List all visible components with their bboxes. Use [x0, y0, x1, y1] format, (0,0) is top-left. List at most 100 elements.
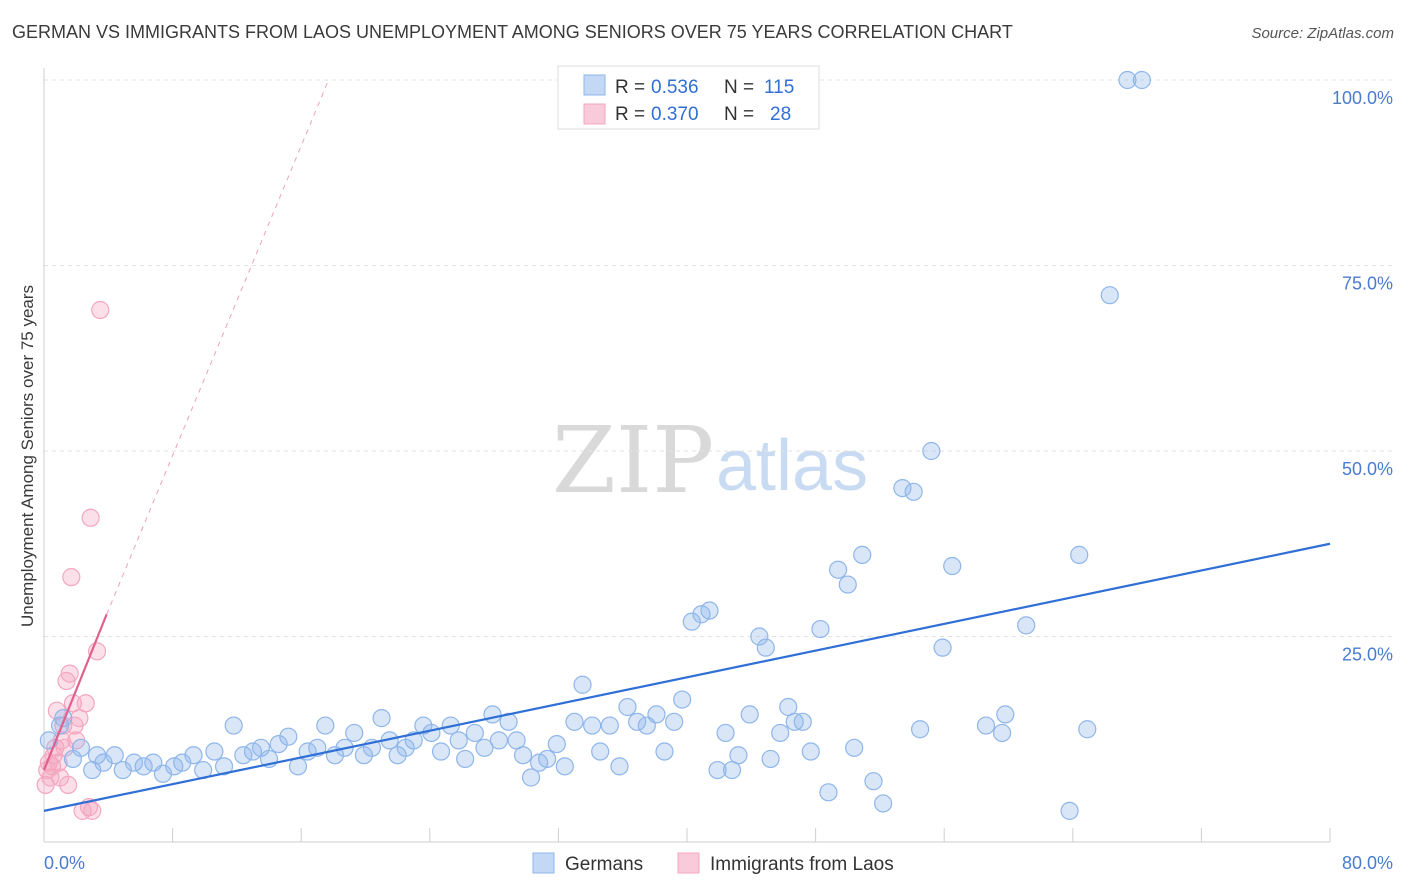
german-point-7	[94, 753, 113, 772]
y-tick-label-0: 25.0%	[1342, 645, 1393, 665]
german-point-86	[793, 712, 812, 731]
german-point-98	[910, 720, 930, 739]
german-point-82	[761, 749, 780, 769]
german-point-78	[729, 746, 748, 765]
german-point-50	[489, 731, 509, 750]
german-point-101	[943, 556, 962, 576]
german-point-104	[996, 705, 1015, 724]
german-point-15	[173, 753, 192, 772]
legend-r-germans: 0.536	[651, 77, 699, 98]
german-point-18	[205, 742, 224, 761]
german-point-40	[404, 731, 423, 750]
legend-r-laos: 0.370	[651, 104, 699, 125]
german-point-111	[1132, 70, 1152, 90]
german-point-87	[801, 742, 820, 761]
german-point-79	[740, 705, 759, 724]
chart-source: Source: ZipAtlas.com	[1251, 25, 1394, 42]
german-point-59	[565, 712, 584, 731]
y-axis-label: Unemployment Among Seniors over 75 years	[18, 285, 37, 627]
legend-swatch-germans	[583, 74, 606, 96]
german-point-88	[811, 619, 830, 639]
bottom-legend-swatch-germans	[532, 852, 555, 874]
bottom-legend-germans: Germans	[565, 854, 643, 875]
german-point-81	[756, 638, 775, 657]
german-point-74	[700, 601, 719, 620]
german-point-102	[976, 716, 996, 735]
german-point-19	[214, 757, 234, 776]
german-point-91	[838, 575, 857, 594]
legend-n-laos: 28	[770, 104, 791, 125]
y-tick-label-2: 75.0%	[1342, 274, 1393, 294]
german-point-48	[475, 738, 494, 757]
german-point-20	[224, 716, 243, 735]
legend-swatch-laos	[583, 103, 606, 125]
german-point-94	[864, 772, 883, 791]
german-point-90	[829, 560, 848, 579]
german-point-21	[234, 746, 253, 765]
german-point-9	[113, 760, 132, 780]
german-point-45	[449, 731, 468, 750]
german-point-109	[1100, 286, 1119, 305]
watermark-atlas: atlas	[716, 426, 868, 506]
german-point-63	[600, 716, 619, 735]
german-point-89	[819, 783, 838, 802]
trend-lines	[42, 79, 1331, 812]
german-point-29	[308, 738, 327, 757]
german-point-56	[538, 749, 557, 769]
german-point-36	[372, 709, 391, 728]
german-point-100	[933, 638, 952, 657]
axes	[43, 68, 1331, 843]
stats-legend: R = 0.536 N = 115 R = 0.370 N = 28	[557, 65, 820, 130]
laos-trend-line	[42, 613, 108, 771]
german-point-68	[647, 705, 666, 724]
german-point-76	[716, 723, 735, 743]
legend-n-germans: 115	[764, 77, 794, 98]
german-point-58	[555, 757, 574, 776]
german-point-47	[465, 723, 484, 743]
german-point-99	[922, 441, 941, 461]
german-point-83	[771, 723, 790, 743]
german-point-16	[184, 746, 203, 765]
x-tick-max: 80.0%	[1342, 853, 1393, 873]
german-points	[39, 70, 1152, 820]
chart-title: GERMAN VS IMMIGRANTS FROM LAOS UNEMPLOYM…	[12, 22, 1013, 42]
german-point-96	[893, 479, 912, 498]
german-point-60	[573, 675, 592, 694]
y-tick-labels: 25.0% 50.0% 75.0% 100.0%	[1332, 88, 1393, 665]
german-point-66	[628, 712, 647, 731]
german-point-54	[521, 768, 541, 787]
german-point-72	[682, 612, 701, 631]
german-point-71	[673, 690, 692, 709]
bottom-legend-laos: Immigrants from Laos	[710, 854, 894, 875]
y-tick-label-1: 50.0%	[1342, 459, 1393, 479]
x-tick-min: 0.0%	[44, 853, 85, 873]
watermark-zip: ZIP	[552, 407, 714, 514]
german-point-46	[456, 749, 475, 769]
legend-r-label-laos: R =	[615, 104, 645, 125]
german-point-95	[874, 794, 893, 813]
laos-trend-extension	[106, 79, 329, 615]
german-point-106	[1060, 801, 1079, 820]
german-point-33	[345, 723, 364, 743]
german-point-25	[269, 734, 288, 754]
german-point-4	[71, 738, 91, 757]
laos-point-22	[76, 694, 95, 713]
german-point-97	[904, 482, 923, 501]
german-trend-line	[43, 542, 1331, 812]
series-legend: Germans Immigrants from Laos	[532, 852, 894, 875]
laos-point-25	[83, 801, 102, 820]
german-point-75	[708, 760, 727, 780]
german-point-80	[750, 627, 769, 646]
german-point-26	[279, 727, 298, 746]
german-point-103	[992, 723, 1012, 743]
german-point-13	[153, 764, 173, 783]
legend-n-label-germans: N =	[724, 77, 754, 98]
german-point-107	[1070, 545, 1089, 564]
german-point-10	[124, 753, 144, 772]
german-point-30	[316, 716, 335, 735]
german-point-108	[1078, 720, 1097, 739]
y-tick-label-3: 100.0%	[1332, 88, 1393, 108]
german-point-92	[845, 738, 864, 757]
german-point-53	[513, 746, 533, 765]
